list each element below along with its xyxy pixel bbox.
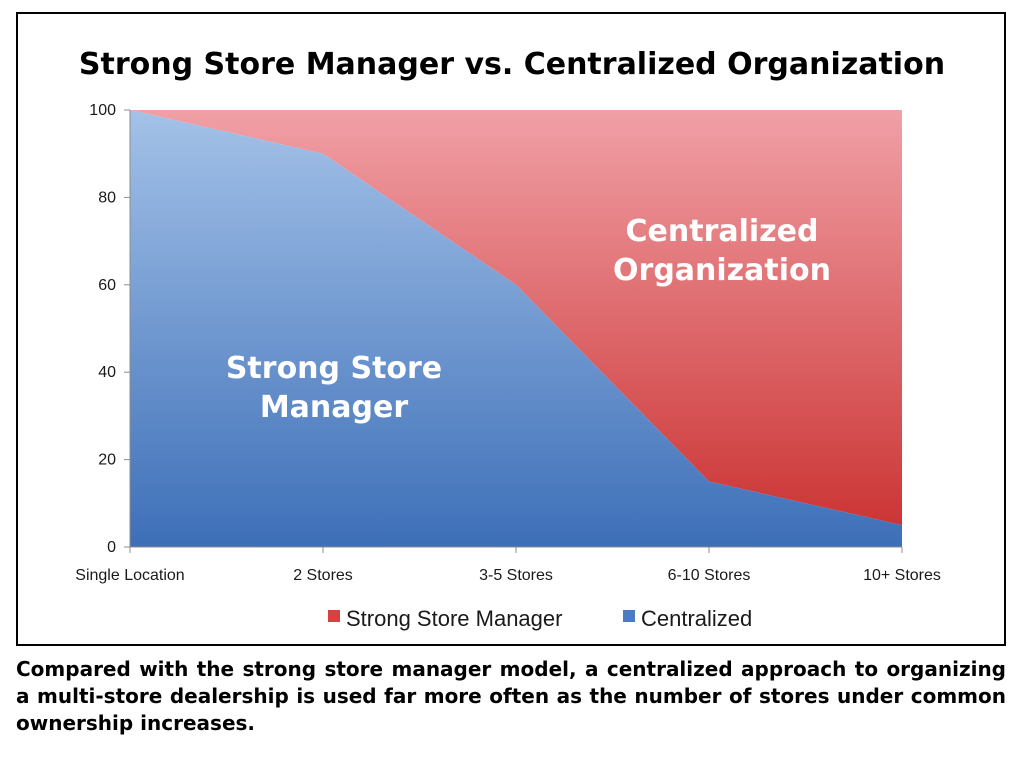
figure-caption: Compared with the strong store manager m… — [16, 657, 1006, 735]
y-tick-label: 40 — [98, 364, 116, 381]
y-tick-label: 60 — [98, 277, 116, 294]
annotation-central-line2: Organization — [613, 253, 831, 288]
y-tick-label: 100 — [89, 102, 116, 119]
annotation-central-line1: Centralized — [626, 214, 819, 249]
legend-label-centralized: Centralized — [641, 606, 752, 631]
y-tick-label: 0 — [107, 539, 116, 556]
area-annotations: Strong Store Manager Centralized Organiz… — [226, 214, 831, 425]
y-tick-label: 20 — [98, 452, 116, 469]
annotation-strong-line1: Strong Store — [226, 351, 442, 386]
legend-label-strong-store-manager: Strong Store Manager — [346, 606, 562, 631]
area-centralized — [130, 110, 902, 526]
legend-swatch-strong-store-manager — [328, 610, 340, 622]
annotation-strong-line2: Manager — [260, 390, 409, 425]
axes: 0 20 40 60 80 100 Single Location 2 Stores 3-5 S… — [75, 102, 941, 584]
x-tick-label: 3-5 Stores — [479, 567, 553, 584]
plot-areas — [130, 110, 902, 547]
x-tick-label: 2 Stores — [293, 567, 353, 584]
y-tick-label: 80 — [98, 189, 116, 206]
legend: Strong Store Manager Centralized — [328, 606, 752, 631]
x-tick-label: Single Location — [75, 567, 184, 584]
area-strong-store-manager — [130, 110, 902, 547]
x-tick-label: 6-10 Stores — [668, 567, 751, 584]
x-tick-label: 10+ Stores — [863, 567, 941, 584]
chart-title: Strong Store Manager vs. Centralized Org… — [79, 47, 945, 82]
legend-swatch-centralized — [623, 610, 635, 622]
